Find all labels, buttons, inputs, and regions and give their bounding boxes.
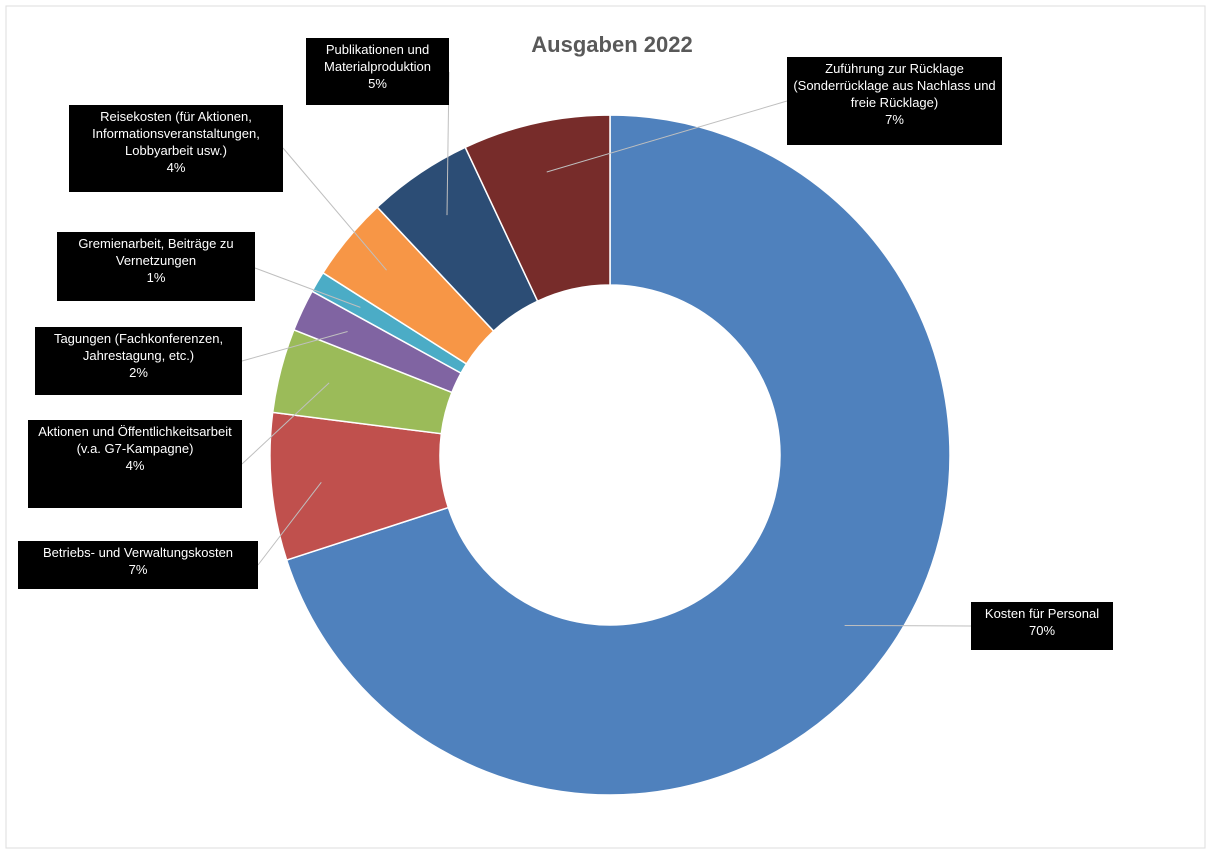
category-label: Kosten für Personal: [984, 606, 1100, 621]
category-label: Tagungen (Fachkonferenzen, Jahrestagung,…: [53, 331, 224, 363]
data-label: Zuführung zur Rücklage (Sonderrücklage a…: [787, 57, 1002, 145]
leader-line: [546, 100, 788, 173]
category-label: Aktionen und Öffentlichkeitsarbeit (v.a.…: [38, 424, 232, 456]
leader-line: [241, 382, 330, 465]
value-label: 7%: [885, 112, 904, 127]
value-label: 4%: [166, 160, 186, 175]
value-label: 7%: [128, 562, 148, 577]
donut-slice: [285, 114, 951, 796]
leader-line: [257, 481, 322, 566]
chart-title: Ausgaben 2022: [531, 32, 692, 57]
leader-line: [254, 267, 361, 308]
value-label: 4%: [125, 458, 145, 473]
data-label: Betriebs- und Verwaltungskosten 7%: [18, 541, 258, 589]
data-label: Publikationen und Materialproduktion 5%: [306, 38, 449, 105]
category-label: Betriebs- und Verwaltungskosten: [42, 545, 234, 560]
data-label: Kosten für Personal 70%: [971, 602, 1113, 650]
leader-line: [241, 331, 348, 362]
donut-slice: [464, 114, 611, 303]
value-label: 70%: [1028, 623, 1056, 638]
value-label: 1%: [146, 270, 166, 285]
leader-line: [282, 147, 387, 271]
value-label: 5%: [368, 76, 387, 91]
category-label: Publikationen und Materialproduktion: [324, 42, 431, 74]
data-label: Tagungen (Fachkonferenzen, Jahrestagung,…: [35, 327, 242, 395]
data-label: Gremienarbeit, Beiträge zu Vernetzungen 1…: [57, 232, 255, 301]
category-label: Zuführung zur Rücklage (Sonderrücklage a…: [793, 61, 996, 110]
data-label: Reisekosten (für Aktionen, Informationsv…: [69, 105, 283, 192]
value-label: 2%: [129, 365, 148, 380]
category-label: Gremienarbeit, Beiträge zu Vernetzungen: [78, 236, 234, 268]
category-label: Reisekosten (für Aktionen, Informationsv…: [92, 109, 260, 158]
data-label: Aktionen und Öffentlichkeitsarbeit (v.a.…: [28, 420, 242, 508]
leader-line: [844, 624, 972, 627]
